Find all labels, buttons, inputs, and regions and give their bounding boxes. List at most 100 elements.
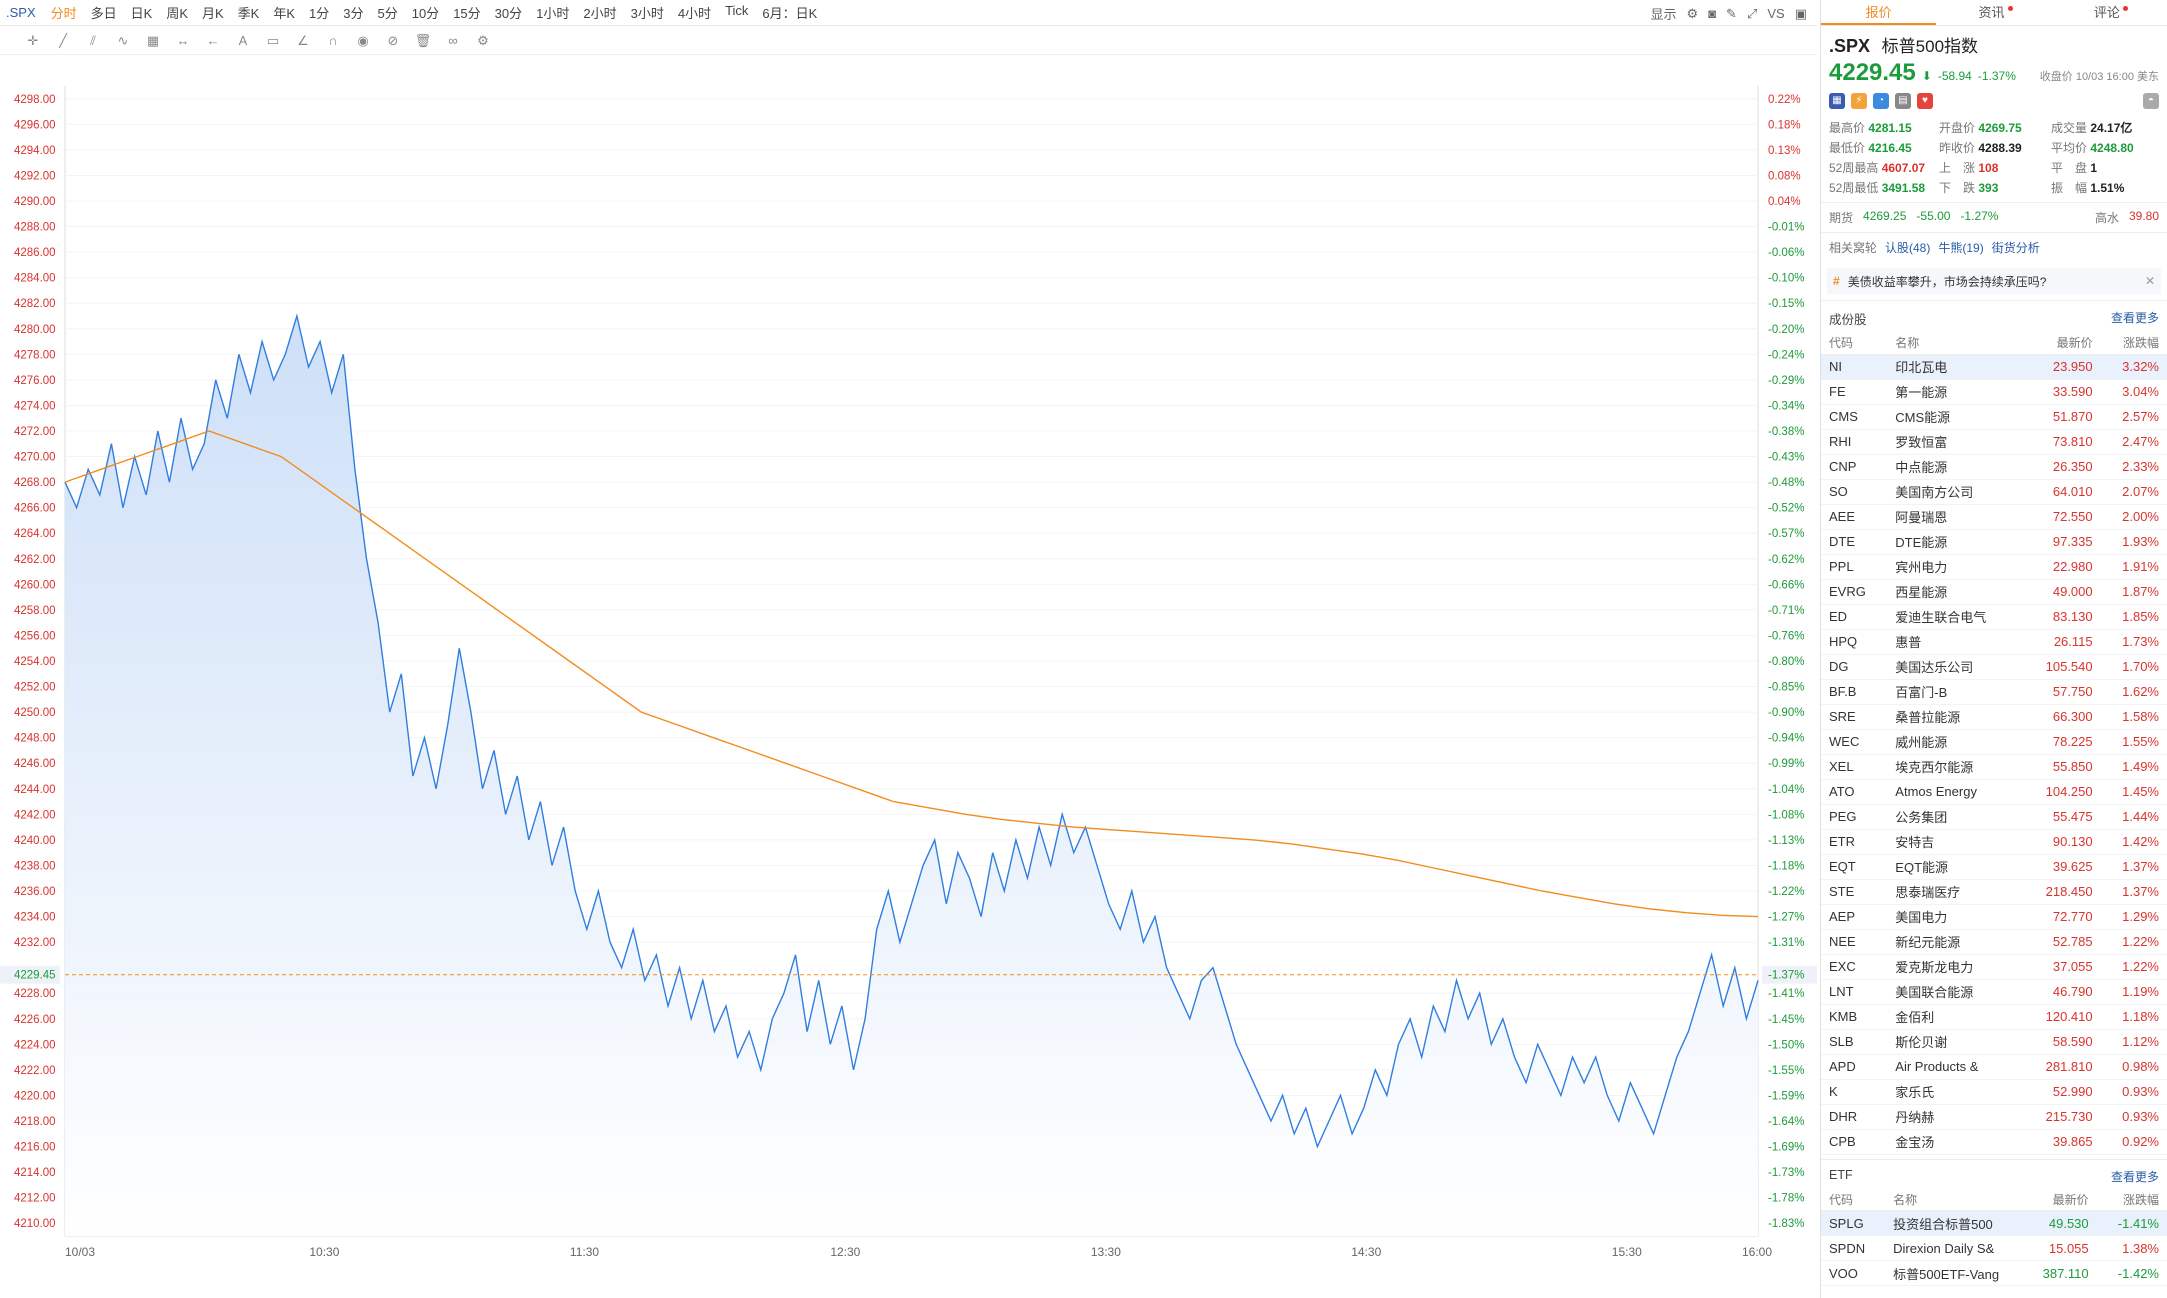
chat-icon[interactable]: ◔ <box>1873 93 1889 109</box>
hide-icon[interactable]: ⊘ <box>387 32 399 48</box>
table-row[interactable]: BF.B 百富门-B 57.750 1.62% <box>1821 679 2167 705</box>
eye-icon[interactable]: ◉ <box>357 32 369 48</box>
trash-icon[interactable]: 🗑 <box>414 32 432 48</box>
period-item[interactable]: 3分 <box>343 6 364 21</box>
table-row[interactable]: KMB 金佰利 120.410 1.18% <box>1821 1004 2167 1030</box>
period-item[interactable]: 月K <box>202 6 224 21</box>
period-item[interactable]: 4小时 <box>677 6 712 21</box>
display-button[interactable]: 显示 <box>1650 7 1677 22</box>
vs-button[interactable]: VS <box>1767 6 1785 21</box>
period-item[interactable]: 多日 <box>90 6 117 21</box>
table-row[interactable]: ED 爱迪生联合电气 83.130 1.85% <box>1821 604 2167 630</box>
table-row[interactable]: EQT EQT能源 39.625 1.37% <box>1821 854 2167 880</box>
tab-1[interactable]: 资讯 <box>1936 0 2051 25</box>
table-row[interactable]: SLB 斯伦贝谢 58.590 1.12% <box>1821 1029 2167 1055</box>
table-row[interactable]: VOO 标普500ETF-Vang 387.110 -1.42% <box>1821 1260 2167 1286</box>
table-row[interactable]: DTE DTE能源 97.335 1.93% <box>1821 529 2167 555</box>
line-tool-icon[interactable]: ╱ <box>59 32 67 48</box>
table-row[interactable]: DHR 丹纳赫 215.730 0.93% <box>1821 1104 2167 1130</box>
table-row[interactable]: LNT 美国联合能源 46.790 1.19% <box>1821 979 2167 1005</box>
settings-icon[interactable]: ⚙ <box>477 32 489 48</box>
gear-icon[interactable]: ⚙ <box>1686 5 1699 21</box>
related-link[interactable]: 认股(48) <box>1885 241 1931 255</box>
period-item[interactable]: 30分 <box>494 6 523 21</box>
range-tool-icon[interactable]: ↔ <box>176 33 190 48</box>
table-row[interactable]: DG 美国达乐公司 105.540 1.70% <box>1821 654 2167 680</box>
period-item[interactable]: 周K <box>166 6 188 21</box>
table-row[interactable]: NEE 新纪元能源 52.785 1.22% <box>1821 929 2167 955</box>
bell-icon[interactable]: ◓ <box>2143 93 2159 109</box>
period-item[interactable]: Tick <box>725 3 749 18</box>
ruler-icon[interactable]: ∠ <box>297 32 309 48</box>
close-icon[interactable]: ✕ <box>2144 274 2155 288</box>
period-item[interactable]: 1分 <box>309 6 330 21</box>
wave-tool-icon[interactable]: ∿ <box>117 32 129 48</box>
lightning-icon[interactable]: ⚡ <box>1851 93 1867 109</box>
comment-tool-icon[interactable]: ▭ <box>266 32 280 48</box>
etf-more-link[interactable]: 查看更多 <box>2110 1169 2159 1184</box>
period-item[interactable]: 年K <box>273 6 296 21</box>
constituents-more-link[interactable]: 查看更多 <box>2110 311 2159 325</box>
table-row[interactable]: AEP 美国电力 72.770 1.29% <box>1821 904 2167 930</box>
table-row[interactable]: APD Air Products & 281.810 0.98% <box>1821 1054 2167 1080</box>
arrow-tool-icon[interactable]: ← <box>206 33 220 48</box>
related-link[interactable]: 牛熊(19) <box>1938 241 1984 255</box>
etf-table: 代码 名称 最新价 涨跌幅 SPLG 投资组合标普500 49.530 -1.41% SPDN D… <box>1821 1188 2167 1286</box>
intraday-chart[interactable]: 4298.00 0.22% 4296.00 0.18% 4294.00 0.13% 4292… <box>0 56 1817 1298</box>
period-item[interactable]: 2小时 <box>583 6 617 21</box>
table-row[interactable]: EXC 爱克斯龙电力 37.055 1.22% <box>1821 954 2167 980</box>
table-row[interactable]: EVRG 西星能源 49.000 1.87% <box>1821 579 2167 605</box>
tab-0[interactable]: 报价 <box>1821 0 1937 25</box>
cell-change: 1.18% <box>2100 1004 2167 1030</box>
stat-item: 振 幅 1.51% <box>2051 179 2161 196</box>
period-item[interactable]: 15分 <box>453 6 481 21</box>
table-row[interactable]: RHI 罗致恒富 73.810 2.47% <box>1821 429 2167 455</box>
table-row[interactable]: SRE 桑普拉能源 66.300 1.58% <box>1821 704 2167 730</box>
crosshair-icon[interactable]: ✛ <box>27 32 39 48</box>
cell-price: 73.810 <box>2021 429 2101 455</box>
draw-icon[interactable]: ✎ <box>1726 5 1737 21</box>
period-item[interactable]: 分时 <box>50 6 77 21</box>
table-row[interactable]: STE 思泰瑞医疗 218.450 1.37% <box>1821 879 2167 905</box>
news-banner[interactable]: # 美债收益率攀升，市场会持续承压吗? ✕ <box>1827 268 2161 294</box>
table-row[interactable]: AEE 阿曼瑞恩 72.550 2.00% <box>1821 504 2167 530</box>
period-item[interactable]: 1小时 <box>536 6 570 21</box>
link-icon[interactable]: ∞ <box>448 33 458 48</box>
period-item[interactable]: 3小时 <box>630 6 664 21</box>
expand-icon[interactable]: ⤢ <box>1746 5 1758 21</box>
period-item[interactable]: 日K <box>130 6 153 21</box>
news-text[interactable]: 美债收益率攀升，市场会持续承压吗? <box>1847 274 2047 289</box>
tab-2[interactable]: 评论 <box>2052 0 2167 25</box>
table-row[interactable]: ATO Atmos Energy 104.250 1.45% <box>1821 779 2167 805</box>
table-row[interactable]: SPDN Direxion Daily S& 15.055 1.38% <box>1821 1235 2167 1261</box>
table-row[interactable]: CNP 中点能源 26.350 2.33% <box>1821 454 2167 480</box>
table-row[interactable]: FE 第一能源 33.590 3.04% <box>1821 379 2167 405</box>
table-row[interactable]: NI 印北瓦电 23.950 3.32% <box>1821 354 2167 380</box>
heart-icon[interactable]: ♥ <box>1917 93 1933 109</box>
table-row[interactable]: K 家乐氏 52.990 0.93% <box>1821 1079 2167 1105</box>
period-item[interactable]: 季K <box>237 6 260 21</box>
table-row[interactable]: SPLG 投资组合标普500 49.530 -1.41% <box>1821 1210 2167 1236</box>
related-link[interactable]: 街货分析 <box>1991 241 2040 255</box>
layout-icon[interactable]: ▣ <box>1794 5 1807 21</box>
magnet-icon[interactable]: ∩ <box>328 33 338 48</box>
table-row[interactable]: XEL 埃克西尔能源 55.850 1.49% <box>1821 754 2167 780</box>
grid-tool-icon[interactable]: ▦ <box>146 32 160 48</box>
camera-icon[interactable]: ◙ <box>1708 6 1717 21</box>
symbol-label[interactable]: .SPX <box>6 5 36 20</box>
table-row[interactable]: PEG 公务集团 55.475 1.44% <box>1821 804 2167 830</box>
channel-tool-icon[interactable]: ⫽ <box>90 32 96 48</box>
period-item[interactable]: 6月：日K <box>762 6 818 21</box>
table-row[interactable]: CMS CMS能源 51.870 2.57% <box>1821 404 2167 430</box>
period-item[interactable]: 5分 <box>377 6 398 21</box>
table-row[interactable]: PPL 宾州电力 22.980 1.91% <box>1821 554 2167 580</box>
table-row[interactable]: ETR 安特吉 90.130 1.42% <box>1821 829 2167 855</box>
text-tool-icon[interactable]: A <box>238 33 248 48</box>
table-row[interactable]: WEC 威州能源 78.225 1.55% <box>1821 729 2167 755</box>
table-row[interactable]: SO 美国南方公司 64.010 2.07% <box>1821 479 2167 505</box>
period-item[interactable]: 10分 <box>411 6 440 21</box>
table-row[interactable]: HPQ 惠普 26.115 1.73% <box>1821 629 2167 655</box>
doc-icon[interactable]: ▤ <box>1895 93 1911 109</box>
table-row[interactable]: CPB 金宝汤 39.865 0.92% <box>1821 1129 2167 1155</box>
futures-row[interactable]: 期货 4269.25 -55.00 -1.27% 高水 39.80 <box>1821 203 2167 233</box>
